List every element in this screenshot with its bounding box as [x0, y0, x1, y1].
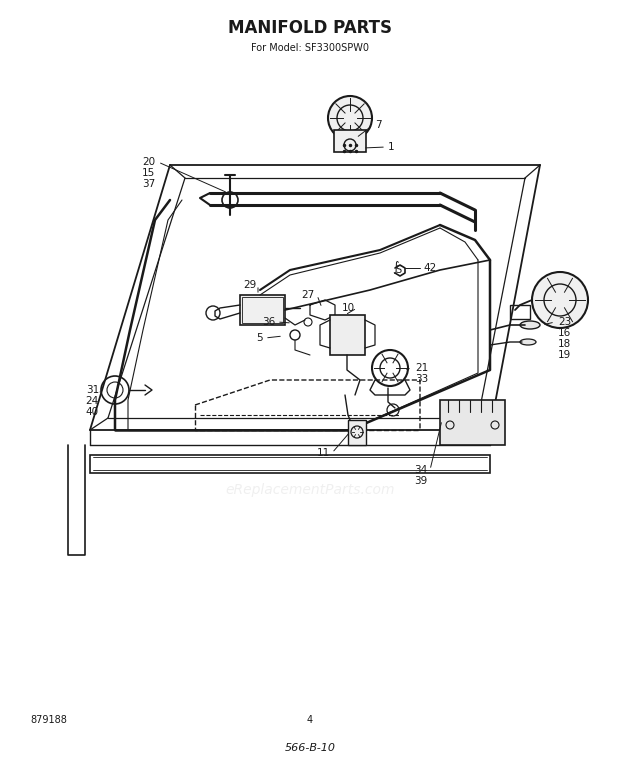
- Text: 27: 27: [302, 290, 315, 300]
- Text: 29: 29: [243, 280, 256, 290]
- Text: 18: 18: [558, 339, 571, 349]
- Text: 1: 1: [388, 142, 394, 152]
- Text: 42: 42: [423, 263, 436, 273]
- Text: 566-B-10: 566-B-10: [285, 743, 335, 753]
- Text: 10: 10: [342, 303, 355, 313]
- Bar: [242, 297, 283, 323]
- Text: For Model: SF3300SPW0: For Model: SF3300SPW0: [251, 43, 369, 53]
- Text: 15: 15: [142, 168, 155, 178]
- Text: 36: 36: [262, 317, 275, 327]
- Bar: [510, 305, 530, 319]
- Text: 5: 5: [257, 333, 263, 343]
- Text: 31: 31: [86, 385, 99, 395]
- Bar: [334, 130, 366, 152]
- Bar: [348, 420, 366, 445]
- Text: 20: 20: [142, 157, 155, 167]
- Circle shape: [328, 96, 372, 140]
- Text: 21: 21: [415, 363, 428, 373]
- Text: 23: 23: [558, 317, 571, 327]
- Bar: [330, 315, 365, 355]
- Text: MANIFOLD PARTS: MANIFOLD PARTS: [228, 19, 392, 37]
- Text: 16: 16: [558, 328, 571, 338]
- Text: 40: 40: [86, 407, 99, 417]
- Text: 24: 24: [86, 396, 99, 406]
- Text: 11: 11: [317, 448, 330, 458]
- Text: 39: 39: [414, 476, 427, 486]
- Text: 19: 19: [558, 350, 571, 360]
- Circle shape: [532, 272, 588, 328]
- Text: 34: 34: [414, 465, 427, 475]
- Text: 4: 4: [307, 715, 313, 725]
- Text: eReplacementParts.com: eReplacementParts.com: [225, 483, 395, 497]
- Text: 879188: 879188: [30, 715, 67, 725]
- Ellipse shape: [520, 339, 536, 345]
- Text: ∫: ∫: [392, 261, 399, 275]
- Text: 37: 37: [142, 179, 155, 189]
- Bar: [240, 295, 285, 325]
- Text: 7: 7: [375, 120, 382, 130]
- Text: 33: 33: [415, 374, 428, 384]
- Ellipse shape: [520, 321, 540, 329]
- Bar: [440, 400, 505, 445]
- Text: S: S: [395, 265, 401, 275]
- Bar: [90, 455, 490, 473]
